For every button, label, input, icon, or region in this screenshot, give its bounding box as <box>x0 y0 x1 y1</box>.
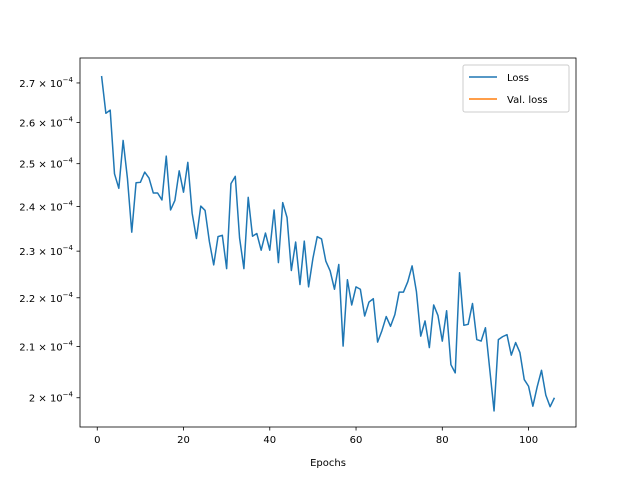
x-tick-label: 80 <box>436 435 449 446</box>
x-axis-ticks: 0 20 40 60 80 100 <box>94 427 538 446</box>
axes-frame <box>79 57 577 428</box>
series-line-loss <box>100 75 556 412</box>
x-axis-label: Epochs <box>310 458 346 469</box>
x-tick-label: 0 <box>94 435 100 446</box>
legend-label-loss: Loss <box>507 73 529 84</box>
y-tick-label: 2.3 × 10−4 <box>19 244 73 258</box>
y-tick-label: 2.4 × 10−4 <box>19 200 73 214</box>
x-tick-label: 40 <box>263 435 276 446</box>
legend-label-val-loss: Val. loss <box>507 95 548 106</box>
y-tick-label: 2.7 × 10−4 <box>19 76 73 90</box>
y-tick-label: 2 × 10−4 <box>29 391 74 405</box>
y-tick-label: 2.5 × 10−4 <box>19 157 73 171</box>
x-tick-label: 20 <box>177 435 190 446</box>
plot-area <box>100 75 556 412</box>
y-axis-ticks: 2 × 10−4 2.1 × 10−4 2.2 × 10−4 2.3 × 10−4 2.… <box>19 76 80 405</box>
y-tick-label: 2.1 × 10−4 <box>19 340 73 354</box>
y-tick-label: 2.6 × 10−4 <box>19 116 73 130</box>
x-tick-label: 100 <box>519 435 538 446</box>
legend: Loss Val. loss <box>462 64 570 113</box>
y-tick-label: 2.2 × 10−4 <box>19 291 73 305</box>
x-tick-label: 60 <box>350 435 363 446</box>
